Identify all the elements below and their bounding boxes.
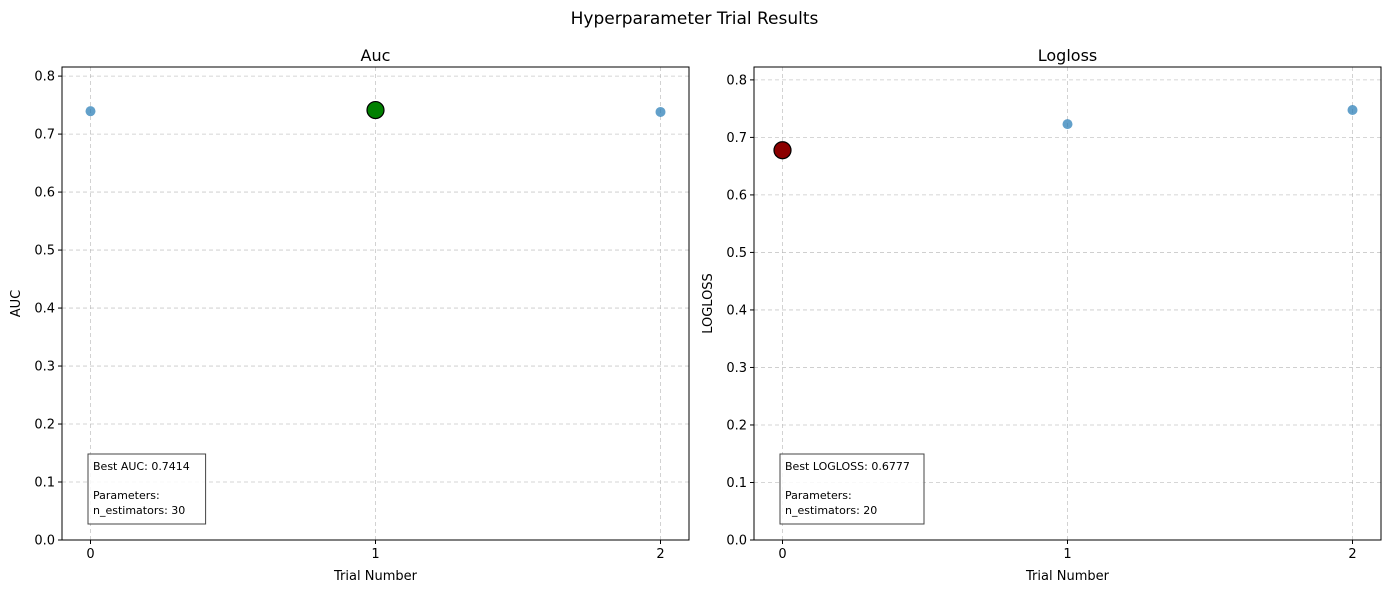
y-tick-label: 0.3 (34, 360, 55, 375)
y-tick-label: 0.7 (726, 131, 747, 146)
y-tick-label: 0.8 (726, 73, 747, 88)
y-tick-label: 0.8 (34, 70, 55, 85)
parameters-value: n_estimators: 30 (93, 504, 185, 517)
y-tick-label: 0.1 (726, 476, 747, 491)
trial-point (85, 106, 96, 117)
subplot-title: Logloss (1038, 46, 1097, 65)
best-trial-point (366, 100, 385, 120)
subplots: 0.0 0.1 0.2 0.3 0.4 0.5 0.6 0.7 0.8 0 1 2 Auc Trial N… (9, 46, 1382, 584)
x-tick-label: 1 (1063, 547, 1071, 562)
best-annotation-box (87, 453, 207, 525)
parameters-header: Parameters: (785, 489, 852, 502)
y-tick-label: 0.6 (34, 186, 55, 201)
y-tick-label: 0.4 (726, 303, 747, 318)
trial-point (1347, 105, 1358, 116)
trial-point (655, 106, 666, 117)
y-axis-label: LOGLOSS (701, 273, 716, 334)
trial-point (1062, 119, 1073, 130)
parameters-value: n_estimators: 20 (785, 504, 877, 517)
x-tick-label: 0 (86, 547, 94, 562)
y-tick-label: 0.4 (34, 302, 55, 317)
y-axis-label: AUC (9, 290, 24, 318)
y-tick-label: 0.5 (34, 244, 55, 259)
y-tick-label: 0.7 (34, 128, 55, 143)
x-axis-label: Trial Number (1025, 569, 1110, 584)
y-tick-label: 0.6 (726, 188, 747, 203)
y-tick-label: 0.1 (34, 476, 55, 491)
best-annotation-box (779, 453, 925, 525)
x-tick-label: 2 (656, 547, 664, 562)
y-tick-label: 0.2 (726, 418, 747, 433)
best-trial-point (773, 141, 792, 160)
best-value-label: Best LOGLOSS: 0.6777 (785, 460, 910, 473)
subplot-2: 0.0 0.1 0.2 0.3 0.4 0.5 0.6 0.7 0.8 0 1 2 Logloss Tri… (701, 46, 1382, 584)
parameters-header: Parameters: (93, 489, 160, 502)
subplot-title: Auc (361, 46, 391, 65)
figure-suptitle: Hyperparameter Trial Results (571, 9, 819, 29)
y-tick-label: 0.5 (726, 246, 747, 261)
best-value-label: Best AUC: 0.7414 (93, 460, 190, 473)
y-tick-label: 0.2 (34, 418, 55, 433)
x-tick-label: 2 (1348, 547, 1356, 562)
y-tick-label: 0.3 (726, 361, 747, 376)
x-tick-label: 1 (371, 547, 379, 562)
y-tick-label: 0.0 (726, 534, 747, 549)
x-axis-label: Trial Number (333, 569, 418, 584)
subplot-1: 0.0 0.1 0.2 0.3 0.4 0.5 0.6 0.7 0.8 0 1 2 Auc Trial N… (9, 46, 690, 584)
y-tick-label: 0.0 (34, 534, 55, 549)
x-tick-label: 0 (778, 547, 786, 562)
